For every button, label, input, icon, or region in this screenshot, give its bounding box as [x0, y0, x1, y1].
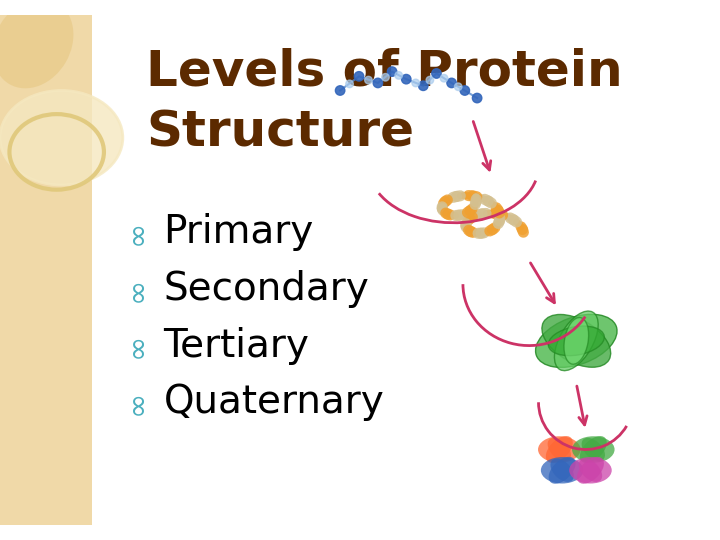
Text: Secondary: Secondary [163, 270, 369, 308]
Ellipse shape [580, 436, 607, 463]
FancyBboxPatch shape [0, 15, 92, 525]
Circle shape [440, 75, 448, 82]
Text: Quaternary: Quaternary [163, 383, 384, 421]
Circle shape [354, 72, 364, 81]
Ellipse shape [551, 458, 574, 482]
Ellipse shape [549, 457, 575, 484]
Circle shape [412, 79, 420, 87]
Circle shape [472, 93, 482, 103]
Text: ∞: ∞ [122, 276, 151, 301]
Circle shape [402, 75, 411, 84]
Text: Structure: Structure [146, 109, 415, 157]
Ellipse shape [577, 457, 604, 484]
Text: Primary: Primary [163, 213, 314, 251]
Ellipse shape [541, 457, 583, 483]
Ellipse shape [538, 436, 580, 463]
Circle shape [346, 80, 354, 87]
Ellipse shape [0, 91, 123, 185]
Ellipse shape [570, 457, 612, 483]
Ellipse shape [549, 326, 604, 356]
Ellipse shape [579, 458, 602, 482]
Text: Levels of Protein: Levels of Protein [146, 47, 623, 95]
Circle shape [454, 83, 462, 91]
Text: ∞: ∞ [122, 220, 151, 245]
Circle shape [373, 78, 382, 87]
Circle shape [364, 76, 372, 84]
Circle shape [432, 69, 441, 78]
Ellipse shape [548, 438, 571, 461]
Circle shape [382, 73, 390, 81]
Text: ∞: ∞ [122, 389, 151, 415]
Circle shape [460, 86, 469, 95]
Text: Tertiary: Tertiary [163, 327, 310, 364]
Ellipse shape [554, 311, 598, 370]
Ellipse shape [564, 318, 589, 364]
Text: ∞: ∞ [122, 333, 151, 358]
Circle shape [418, 81, 428, 91]
Circle shape [395, 72, 402, 79]
Ellipse shape [546, 436, 573, 463]
Circle shape [387, 67, 397, 76]
Circle shape [426, 76, 433, 84]
Ellipse shape [536, 314, 617, 367]
Ellipse shape [542, 314, 611, 367]
Circle shape [336, 86, 345, 95]
Ellipse shape [582, 438, 605, 461]
Ellipse shape [0, 0, 73, 89]
Circle shape [447, 78, 456, 87]
Ellipse shape [572, 436, 615, 463]
